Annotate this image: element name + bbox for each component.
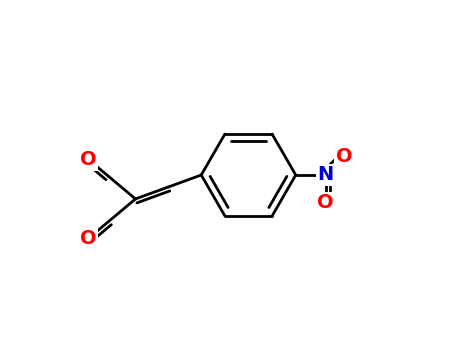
Text: N: N	[318, 166, 334, 184]
Text: O: O	[80, 229, 97, 248]
Text: O: O	[317, 194, 334, 212]
Text: O: O	[336, 147, 352, 166]
Text: O: O	[80, 150, 97, 169]
